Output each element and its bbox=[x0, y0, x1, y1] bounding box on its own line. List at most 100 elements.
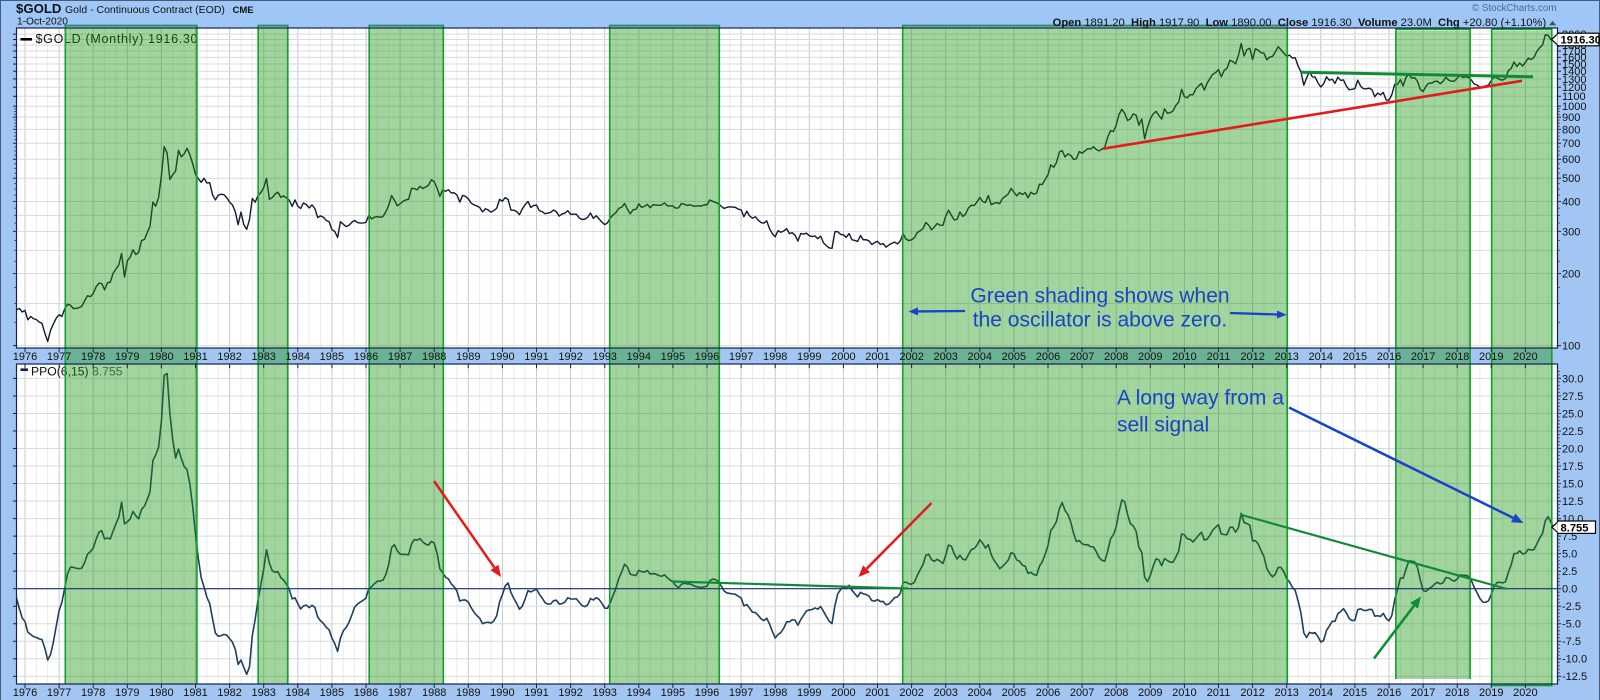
svg-text:2016: 2016 bbox=[1377, 687, 1401, 699]
svg-text:Open 1891.20 High 1917.90 Lo: Open 1891.20 High 1917.90 Low 1890.00 Cl… bbox=[1053, 17, 1547, 29]
svg-text:Gold - Continuous Contract (EO: Gold - Continuous Contract (EOD) bbox=[65, 4, 225, 16]
svg-text:600: 600 bbox=[1562, 154, 1580, 166]
svg-text:2010: 2010 bbox=[1172, 351, 1196, 363]
svg-text:1999: 1999 bbox=[797, 351, 821, 363]
svg-text:900: 900 bbox=[1562, 112, 1580, 124]
svg-text:2015: 2015 bbox=[1343, 351, 1367, 363]
svg-text:1400: 1400 bbox=[1562, 66, 1586, 78]
svg-text:1997: 1997 bbox=[729, 351, 753, 363]
svg-text:2005: 2005 bbox=[1002, 687, 1026, 699]
svg-text:1992: 1992 bbox=[558, 351, 582, 363]
svg-text:2001: 2001 bbox=[865, 687, 889, 699]
svg-text:A long way from a: A long way from a bbox=[1117, 387, 1284, 410]
svg-text:1981: 1981 bbox=[183, 351, 207, 363]
svg-text:2001: 2001 bbox=[865, 351, 889, 363]
svg-text:5.0: 5.0 bbox=[1562, 549, 1577, 561]
svg-text:1976: 1976 bbox=[13, 687, 37, 699]
svg-text:1986: 1986 bbox=[354, 687, 378, 699]
svg-text:2000: 2000 bbox=[831, 351, 855, 363]
svg-text:1991: 1991 bbox=[524, 687, 548, 699]
svg-text:PPO(6,15) 8.755: PPO(6,15) 8.755 bbox=[31, 364, 123, 378]
svg-text:2016: 2016 bbox=[1377, 351, 1401, 363]
svg-text:$GOLD: $GOLD bbox=[16, 1, 61, 16]
svg-text:2018: 2018 bbox=[1445, 687, 1469, 699]
svg-text:1985: 1985 bbox=[320, 687, 344, 699]
svg-text:100: 100 bbox=[1562, 341, 1580, 353]
svg-text:Green shading shows when: Green shading shows when bbox=[970, 284, 1229, 307]
svg-text:1987: 1987 bbox=[388, 687, 412, 699]
svg-text:2020: 2020 bbox=[1513, 351, 1537, 363]
svg-text:2008: 2008 bbox=[1104, 687, 1128, 699]
svg-text:1983: 1983 bbox=[251, 687, 275, 699]
svg-text:2019: 2019 bbox=[1479, 351, 1503, 363]
svg-text:1980: 1980 bbox=[149, 351, 173, 363]
svg-text:0.0: 0.0 bbox=[1562, 584, 1577, 596]
svg-text:2018: 2018 bbox=[1445, 351, 1469, 363]
svg-text:2008: 2008 bbox=[1104, 351, 1128, 363]
svg-text:1200: 1200 bbox=[1562, 82, 1586, 94]
svg-text:1995: 1995 bbox=[661, 687, 685, 699]
svg-text:1988: 1988 bbox=[422, 687, 446, 699]
svg-text:1981: 1981 bbox=[183, 687, 207, 699]
svg-text:1989: 1989 bbox=[456, 687, 480, 699]
svg-text:1998: 1998 bbox=[763, 351, 787, 363]
svg-text:2004: 2004 bbox=[968, 351, 992, 363]
svg-text:2014: 2014 bbox=[1309, 687, 1333, 699]
svg-text:25.0: 25.0 bbox=[1562, 408, 1583, 420]
svg-text:1992: 1992 bbox=[558, 687, 582, 699]
svg-text:1983: 1983 bbox=[251, 351, 275, 363]
svg-text:30.0: 30.0 bbox=[1562, 373, 1583, 385]
svg-text:1997: 1997 bbox=[729, 687, 753, 699]
svg-text:2006: 2006 bbox=[1036, 351, 1060, 363]
svg-text:2009: 2009 bbox=[1138, 687, 1162, 699]
svg-text:2015: 2015 bbox=[1343, 687, 1367, 699]
svg-text:2019: 2019 bbox=[1479, 687, 1503, 699]
svg-text:500: 500 bbox=[1562, 173, 1580, 185]
svg-text:2013: 2013 bbox=[1274, 687, 1298, 699]
svg-text:1995: 1995 bbox=[661, 351, 685, 363]
svg-text:22.5: 22.5 bbox=[1562, 426, 1583, 438]
svg-text:1100: 1100 bbox=[1562, 91, 1586, 103]
svg-text:1998: 1998 bbox=[763, 687, 787, 699]
svg-text:1996: 1996 bbox=[695, 351, 719, 363]
svg-text:2003: 2003 bbox=[933, 687, 957, 699]
svg-text:2011: 2011 bbox=[1207, 351, 1231, 363]
svg-text:1990: 1990 bbox=[490, 687, 514, 699]
svg-text:1978: 1978 bbox=[81, 351, 105, 363]
svg-text:300: 300 bbox=[1562, 226, 1580, 238]
svg-text:-5.0: -5.0 bbox=[1562, 619, 1581, 631]
svg-text:2017: 2017 bbox=[1411, 351, 1435, 363]
svg-text:2010: 2010 bbox=[1172, 687, 1196, 699]
svg-text:1300: 1300 bbox=[1562, 74, 1586, 86]
svg-text:1986: 1986 bbox=[354, 351, 378, 363]
svg-text:1987: 1987 bbox=[388, 351, 412, 363]
svg-text:1979: 1979 bbox=[115, 351, 139, 363]
svg-text:1982: 1982 bbox=[217, 687, 241, 699]
svg-text:-7.5: -7.5 bbox=[1562, 636, 1581, 648]
svg-text:1976: 1976 bbox=[13, 351, 37, 363]
svg-text:200: 200 bbox=[1562, 268, 1580, 280]
svg-text:15.0: 15.0 bbox=[1562, 479, 1583, 491]
svg-text:1-Oct-2020: 1-Oct-2020 bbox=[17, 17, 68, 28]
svg-text:1996: 1996 bbox=[695, 687, 719, 699]
svg-text:-12.5: -12.5 bbox=[1562, 671, 1587, 683]
svg-text:1700: 1700 bbox=[1562, 46, 1586, 58]
svg-text:1500: 1500 bbox=[1562, 59, 1586, 71]
svg-text:2007: 2007 bbox=[1070, 351, 1094, 363]
svg-text:1977: 1977 bbox=[47, 351, 71, 363]
svg-text:-10.0: -10.0 bbox=[1562, 654, 1587, 666]
svg-text:20.0: 20.0 bbox=[1562, 443, 1583, 455]
svg-text:2009: 2009 bbox=[1138, 351, 1162, 363]
svg-text:1600: 1600 bbox=[1562, 52, 1586, 64]
svg-text:© StockCharts.com: © StockCharts.com bbox=[1472, 3, 1557, 14]
svg-text:$GOLD (Monthly) 1916.30: $GOLD (Monthly) 1916.30 bbox=[36, 32, 199, 46]
svg-text:1999: 1999 bbox=[797, 687, 821, 699]
svg-text:1994: 1994 bbox=[627, 351, 651, 363]
svg-text:2013: 2013 bbox=[1274, 351, 1298, 363]
svg-text:CME: CME bbox=[233, 5, 254, 16]
svg-text:2012: 2012 bbox=[1240, 351, 1264, 363]
svg-text:1982: 1982 bbox=[217, 351, 241, 363]
svg-text:2007: 2007 bbox=[1070, 687, 1094, 699]
svg-text:2012: 2012 bbox=[1240, 687, 1264, 699]
svg-text:1985: 1985 bbox=[320, 351, 344, 363]
